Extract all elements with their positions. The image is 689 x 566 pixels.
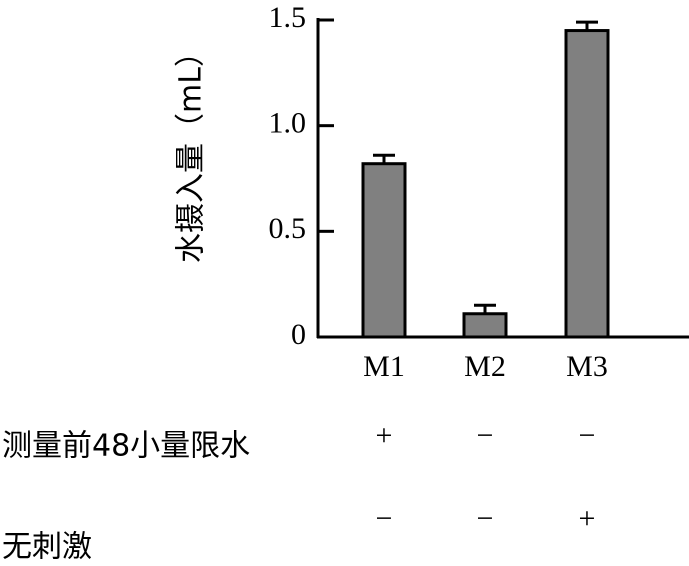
y-tick-label: 1.0 xyxy=(269,107,307,140)
x-tick-label: M1 xyxy=(363,350,405,383)
y-tick-label: 0.5 xyxy=(269,212,307,245)
bar xyxy=(361,162,407,339)
condition-mark: + xyxy=(579,502,596,535)
condition-mark: − xyxy=(477,419,494,452)
y-tick-label: 0 xyxy=(291,318,306,351)
condition-mark: − xyxy=(477,502,494,535)
condition-label: 测量前48小量限水 xyxy=(2,429,250,464)
x-tick-label: M3 xyxy=(566,350,608,383)
condition-mark: − xyxy=(579,419,596,452)
bar xyxy=(462,312,508,339)
condition-mark: − xyxy=(376,502,393,535)
y-axis-label: 水摄入量（mL） xyxy=(174,37,209,263)
bar xyxy=(564,29,610,339)
condition-label: 无刺激 xyxy=(2,530,92,565)
y-tick-label: 1.5 xyxy=(269,1,307,34)
x-tick-label: M2 xyxy=(464,350,506,383)
condition-mark: + xyxy=(376,419,393,452)
